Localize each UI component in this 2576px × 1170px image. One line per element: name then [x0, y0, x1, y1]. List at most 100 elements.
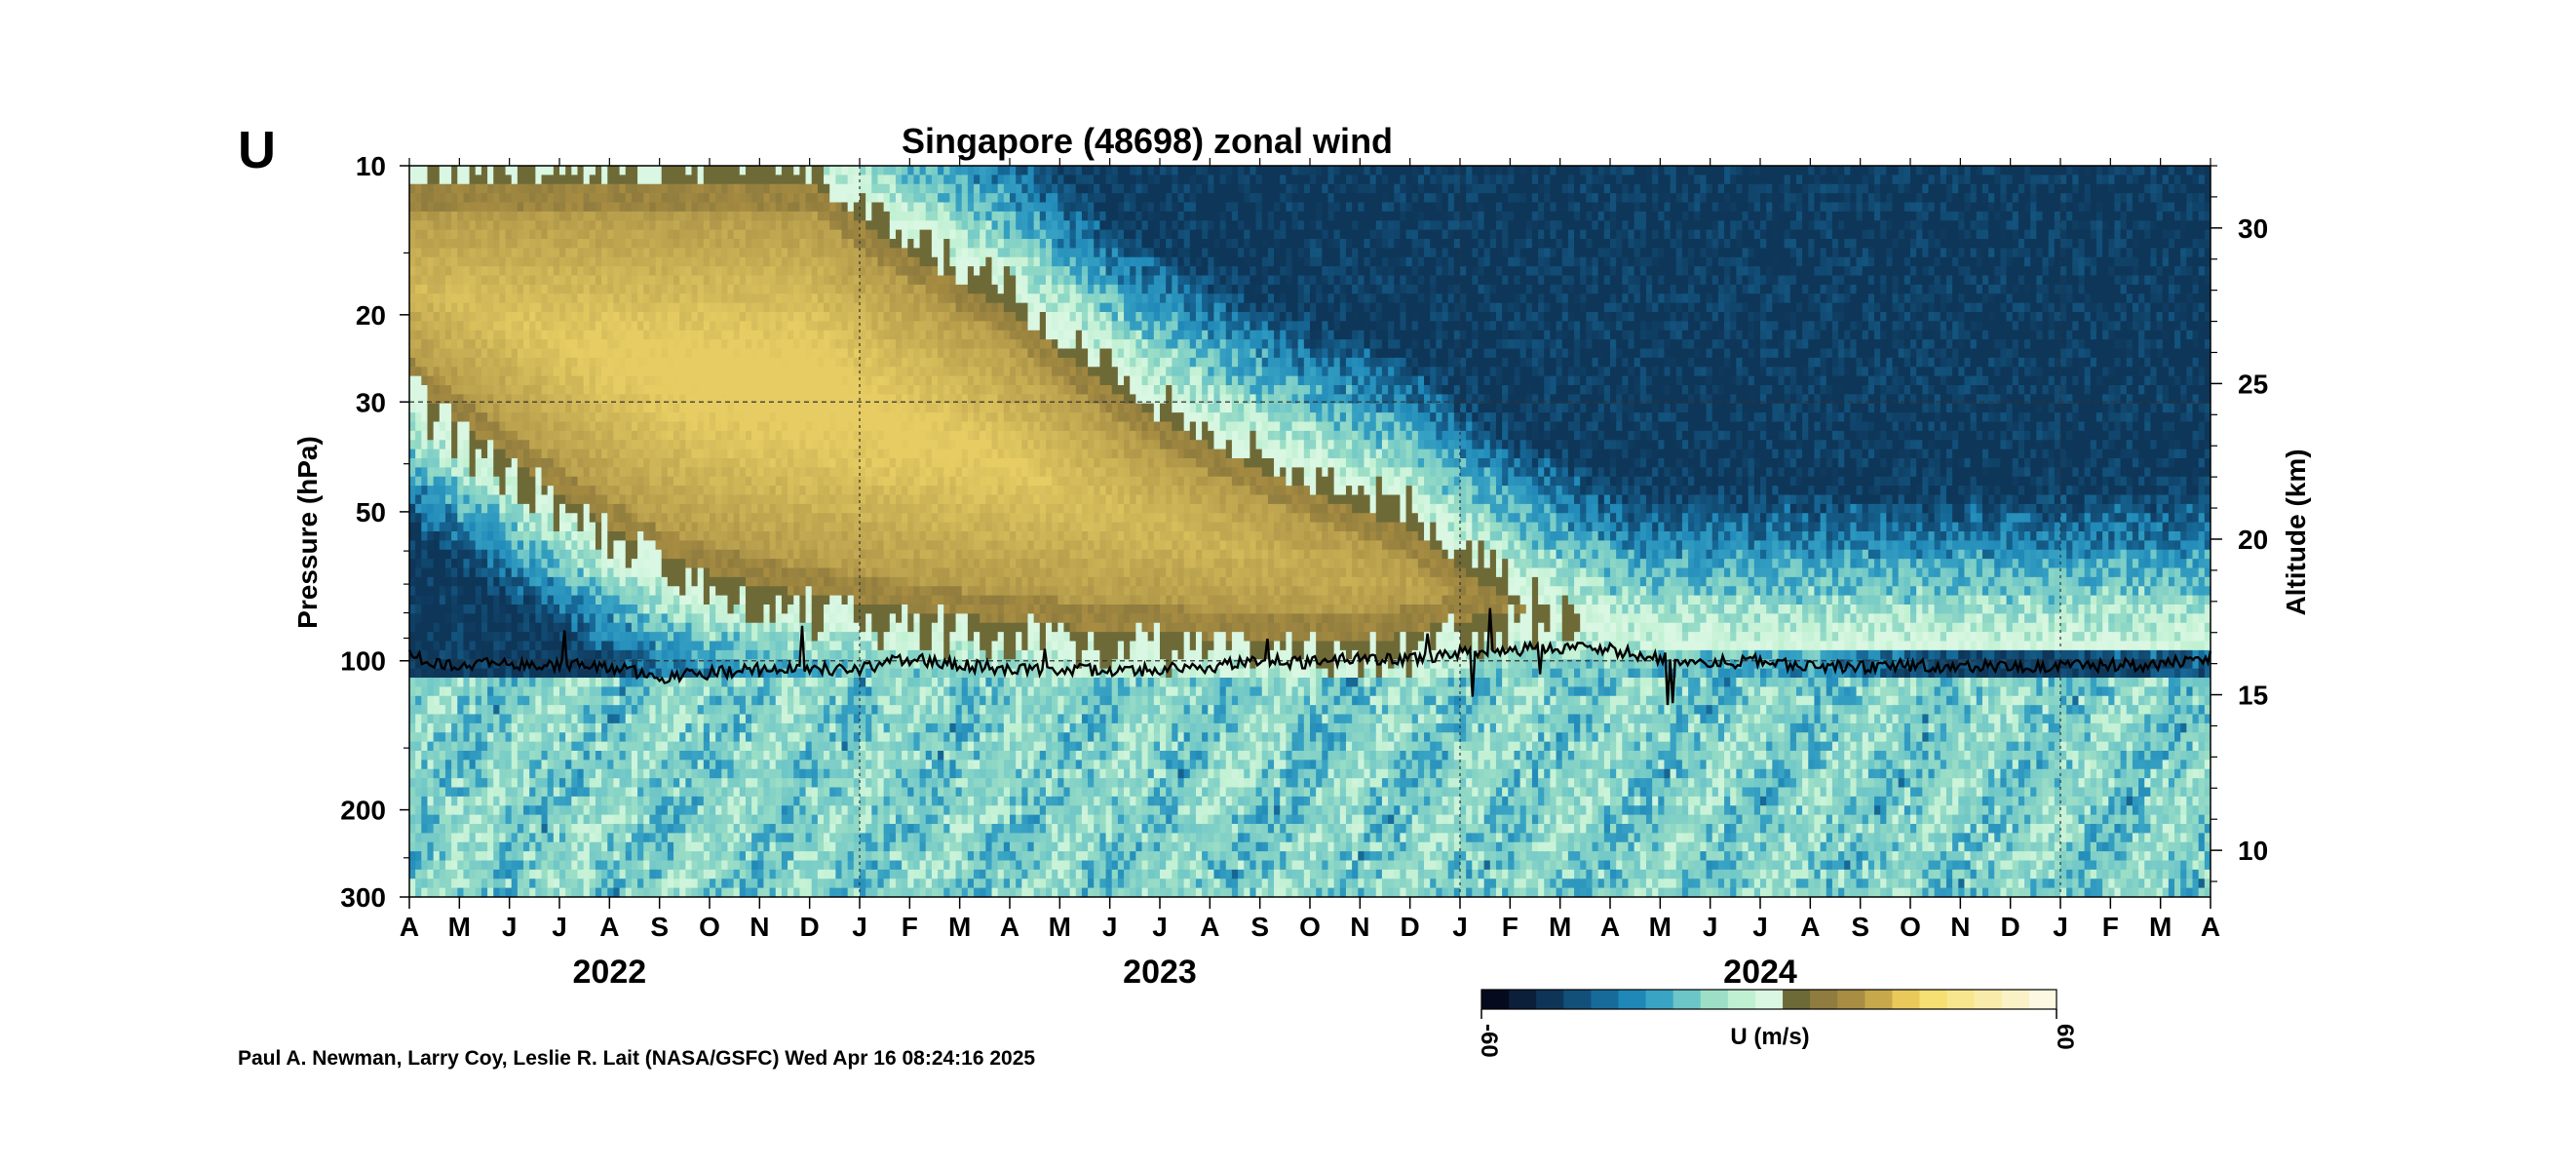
heatmap-cell: [451, 833, 458, 842]
heatmap-cell: [427, 293, 434, 303]
heatmap-cell: [481, 669, 488, 679]
heatmap-cell: [421, 878, 428, 888]
heatmap-cell: [481, 404, 488, 413]
heatmap-cell: [487, 550, 494, 560]
heatmap-cell: [487, 642, 494, 651]
heatmap-cell: [440, 331, 446, 340]
heatmap-cell: [487, 184, 494, 194]
heatmap-cell: [427, 220, 434, 230]
heatmap-cell: [427, 531, 434, 541]
heatmap-cell: [434, 568, 441, 578]
heatmap-cell: [476, 212, 482, 221]
heatmap-cell: [409, 367, 416, 376]
heatmap-cell: [440, 540, 446, 550]
heatmap-cell: [493, 705, 500, 715]
heatmap-cell: [493, 477, 500, 487]
heatmap-cell: [487, 339, 494, 349]
heatmap-cell: [499, 870, 506, 879]
heatmap-cell: [481, 815, 488, 825]
heatmap-cell: [499, 248, 506, 257]
heatmap-cell: [499, 778, 506, 788]
heatmap-cell: [427, 686, 434, 696]
heatmap-cell: [476, 220, 482, 230]
heatmap-cell: [481, 778, 488, 788]
heatmap-cell: [493, 285, 500, 294]
heatmap-cell: [415, 504, 422, 514]
heatmap-cell: [487, 513, 494, 523]
heatmap-cell: [427, 815, 434, 825]
heatmap-cell: [415, 596, 422, 605]
heatmap-cell: [434, 431, 441, 441]
heatmap-cell: [421, 642, 428, 651]
heatmap-cell: [421, 266, 428, 276]
heatmap-cell: [415, 449, 422, 459]
heatmap-cell: [457, 339, 464, 349]
heatmap-cell: [451, 321, 458, 331]
heatmap-cell: [457, 248, 464, 257]
heatmap-cell: [476, 166, 482, 176]
heatmap-cell: [434, 321, 441, 331]
heatmap-cell: [493, 458, 500, 468]
heatmap-cell: [470, 550, 477, 560]
heatmap-cell: [499, 358, 506, 368]
heatmap-cell: [421, 385, 428, 395]
heatmap-cell: [440, 824, 446, 834]
heatmap-cell: [427, 184, 434, 194]
heatmap-cell: [457, 266, 464, 276]
heatmap-cell: [506, 422, 513, 432]
heatmap-cell: [481, 678, 488, 687]
heatmap-cell: [409, 440, 416, 449]
heatmap-cell: [499, 523, 506, 532]
heatmap-cell: [463, 276, 470, 286]
heatmap-cell: [476, 339, 482, 349]
heatmap-cell: [463, 797, 470, 806]
heatmap-cell: [421, 513, 428, 523]
heatmap-cell: [506, 404, 513, 413]
heatmap-cell: [493, 376, 500, 386]
heatmap-cell: [476, 723, 482, 733]
heatmap-cell: [409, 412, 416, 422]
heatmap-cell: [463, 458, 470, 468]
heatmap-cell: [476, 678, 482, 687]
heatmap-cell: [415, 678, 422, 687]
heatmap-cell: [463, 376, 470, 386]
heatmap-cell: [434, 486, 441, 495]
heatmap-cell: [415, 778, 422, 788]
heatmap-cell: [506, 742, 513, 752]
heatmap-cell: [434, 742, 441, 752]
heatmap-cell: [476, 586, 482, 596]
heatmap-cell: [421, 568, 428, 578]
heatmap-cell: [415, 760, 422, 769]
heatmap-cell: [481, 449, 488, 459]
heatmap-cell: [487, 540, 494, 550]
heatmap-cell: [421, 577, 428, 587]
panel-letter: U: [238, 121, 276, 179]
heatmap-cell: [445, 751, 452, 760]
heatmap-cell: [476, 623, 482, 633]
heatmap-cell: [445, 486, 452, 495]
heatmap-cell: [434, 367, 441, 376]
heatmap-cell: [493, 203, 500, 213]
heatmap-cell: [506, 797, 513, 806]
heatmap-cell: [493, 431, 500, 441]
heatmap-cell: [451, 331, 458, 340]
heatmap-cell: [421, 523, 428, 532]
heatmap-cell: [463, 312, 470, 322]
heatmap-cell: [481, 257, 488, 267]
heatmap-cell: [415, 412, 422, 422]
heatmap-cell: [506, 212, 513, 221]
heatmap-cell: [476, 805, 482, 815]
heatmap-cell: [445, 385, 452, 395]
heatmap-cell: [427, 458, 434, 468]
heatmap-cell: [476, 878, 482, 888]
heatmap-cell: [445, 248, 452, 257]
heatmap-cell: [415, 175, 422, 184]
heatmap-cell: [470, 678, 477, 687]
heatmap-cell: [451, 184, 458, 194]
heatmap-cell: [434, 285, 441, 294]
heatmap-cell: [434, 477, 441, 487]
heatmap-cell: [415, 540, 422, 550]
heatmap-cell: [499, 833, 506, 842]
heatmap-cell: [476, 788, 482, 798]
heatmap-cell: [506, 824, 513, 834]
